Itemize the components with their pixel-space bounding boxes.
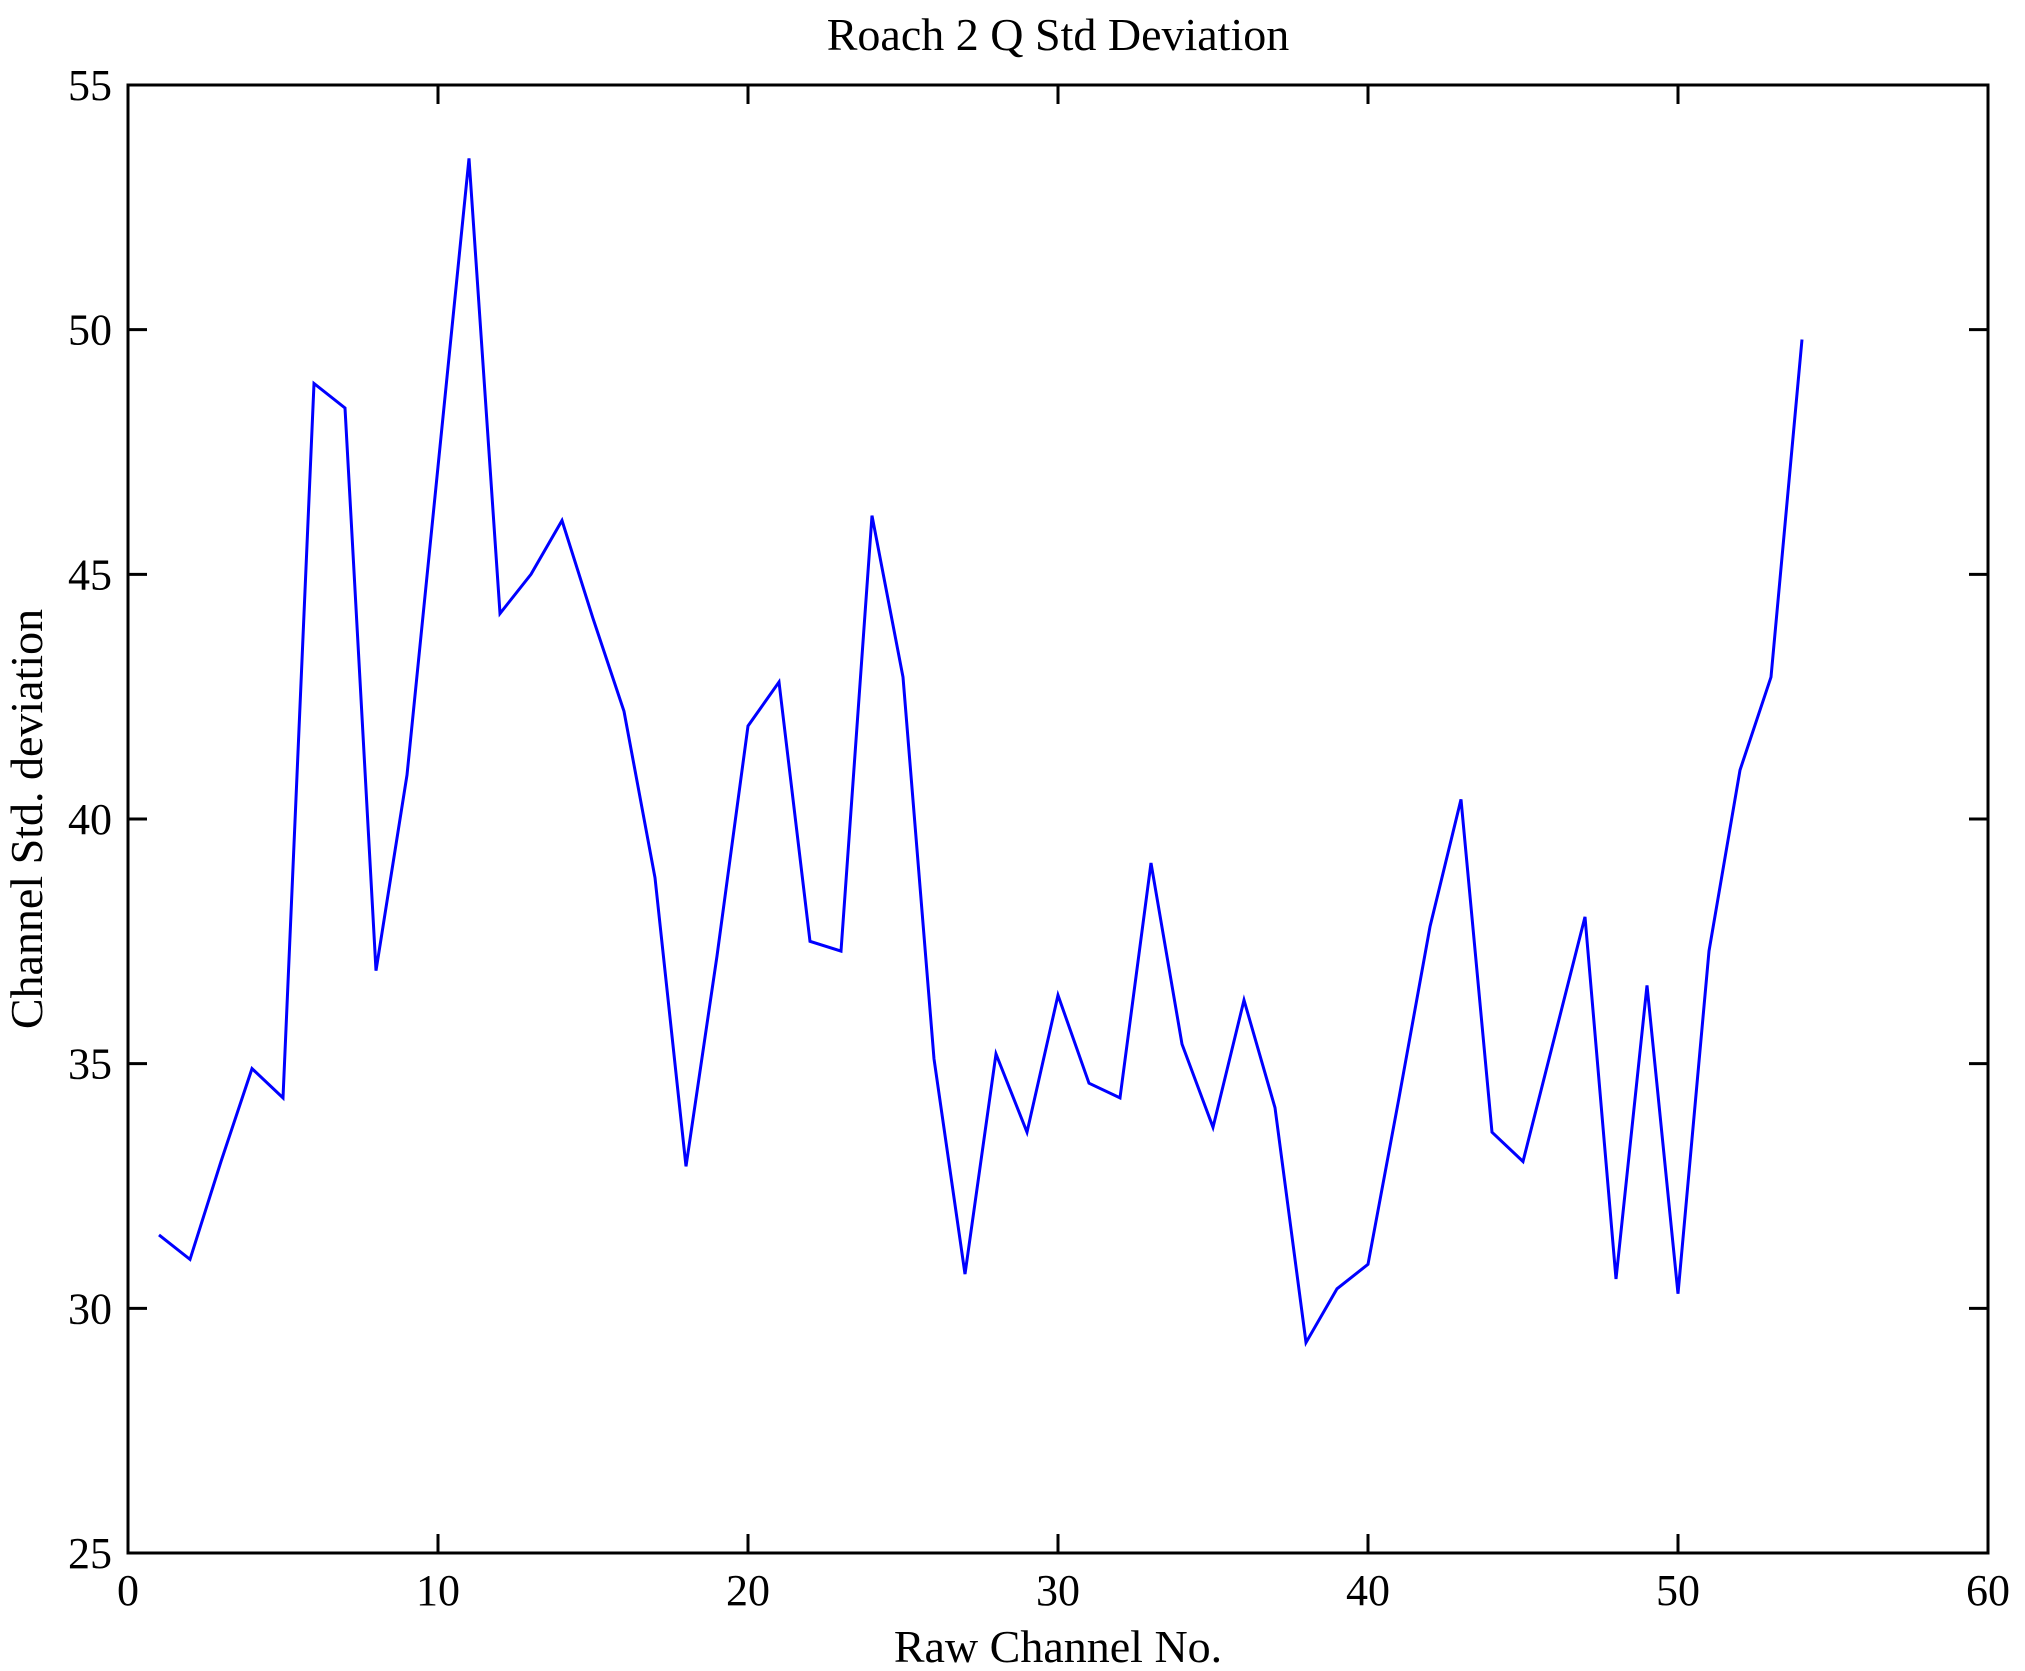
data-line-series [158,158,1804,1348]
y-tick-label: 30 [68,1284,112,1333]
tick-labels: 0 10 20 30 40 50 60 25 30 35 40 45 50 55 [68,61,2010,1615]
x-tick-label: 10 [416,1566,460,1615]
y-tick-label: 55 [68,61,112,110]
x-tick-label: 30 [1036,1566,1080,1615]
x-tick-label: 40 [1346,1566,1390,1615]
y-tick-label: 45 [68,550,112,599]
x-tick-label: 50 [1656,1566,1700,1615]
y-tick-label: 50 [68,306,112,355]
x-axis-label: Raw Channel No. [894,1621,1222,1671]
x-tick-label: 0 [117,1566,139,1615]
axis-ticks [126,83,1990,1555]
x-tick-label: 20 [726,1566,770,1615]
chart-title: Roach 2 Q Std Deviation [827,9,1290,60]
x-tick-label: 60 [1966,1566,2010,1615]
plot-border [126,83,1990,1555]
y-tick-label: 25 [68,1529,112,1578]
y-tick-label: 35 [68,1040,112,1089]
y-tick-label: 40 [68,795,112,844]
y-axis-label: Channel Std. deviation [1,609,52,1029]
